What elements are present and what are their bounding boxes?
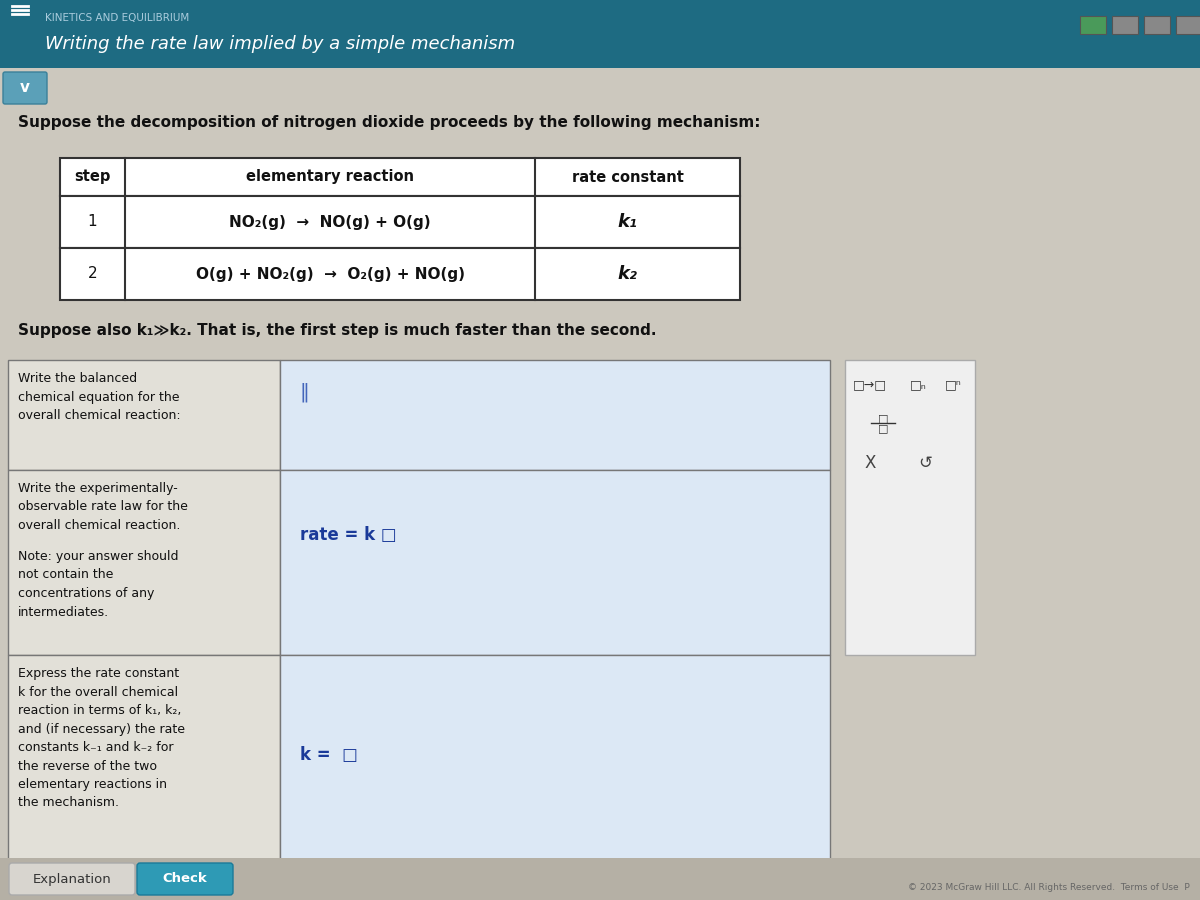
Bar — [8, 655, 280, 885]
Text: Check: Check — [163, 872, 208, 886]
Bar — [1144, 16, 1170, 34]
Text: ↺: ↺ — [918, 454, 932, 472]
Text: Write the experimentally-
observable rate law for the
overall chemical reaction.: Write the experimentally- observable rat… — [18, 482, 188, 532]
Text: Writing the rate law implied by a simple mechanism: Writing the rate law implied by a simple… — [46, 35, 515, 53]
FancyBboxPatch shape — [10, 863, 134, 895]
Text: NO₂(g)  →  NO(g) + O(g): NO₂(g) → NO(g) + O(g) — [229, 214, 431, 230]
Bar — [1080, 16, 1106, 34]
Bar — [0, 858, 1200, 900]
Text: □: □ — [877, 423, 888, 433]
Text: Explanation: Explanation — [32, 872, 112, 886]
Text: step: step — [74, 169, 110, 184]
Bar — [280, 470, 830, 655]
Text: O(g) + NO₂(g)  →  O₂(g) + NO(g): O(g) + NO₂(g) → O₂(g) + NO(g) — [196, 266, 464, 282]
Bar — [60, 196, 740, 248]
Bar — [845, 360, 974, 655]
Text: rate constant: rate constant — [571, 169, 684, 184]
Bar — [60, 158, 740, 196]
Text: □: □ — [877, 413, 888, 423]
Text: Suppose also k₁≫k₂. That is, the first step is much faster than the second.: Suppose also k₁≫k₂. That is, the first s… — [18, 322, 656, 338]
Bar — [8, 470, 280, 655]
Text: □→□: □→□ — [853, 379, 887, 392]
Bar — [1176, 16, 1200, 34]
Text: KINETICS AND EQUILIBRIUM: KINETICS AND EQUILIBRIUM — [46, 13, 190, 23]
Text: k₁: k₁ — [618, 213, 637, 231]
Text: X: X — [864, 454, 876, 472]
Bar — [280, 655, 830, 885]
Text: rate = k □: rate = k □ — [300, 526, 397, 544]
Bar — [280, 360, 830, 470]
Text: 1: 1 — [88, 214, 97, 230]
Text: elementary reaction: elementary reaction — [246, 169, 414, 184]
Text: v: v — [20, 80, 30, 95]
FancyBboxPatch shape — [137, 863, 233, 895]
Bar — [0, 0, 1200, 68]
Text: □ₙ: □ₙ — [910, 379, 926, 392]
Text: 2: 2 — [88, 266, 97, 282]
Text: Express the rate constant
k for the overall chemical
reaction in terms of k₁, k₂: Express the rate constant k for the over… — [18, 667, 185, 809]
Text: k =  □: k = □ — [300, 746, 358, 764]
Bar — [8, 360, 280, 470]
Bar — [60, 248, 740, 300]
Text: Note: your answer should
not contain the
concentrations of any
intermediates.: Note: your answer should not contain the… — [18, 550, 179, 618]
Text: Suppose the decomposition of nitrogen dioxide proceeds by the following mechanis: Suppose the decomposition of nitrogen di… — [18, 115, 761, 130]
Text: □ⁿ: □ⁿ — [946, 379, 961, 392]
Text: ‖: ‖ — [300, 382, 310, 401]
Bar — [1112, 16, 1138, 34]
Text: Write the balanced
chemical equation for the
overall chemical reaction:: Write the balanced chemical equation for… — [18, 372, 181, 422]
Text: k₂: k₂ — [618, 265, 637, 283]
Text: © 2023 McGraw Hill LLC. All Rights Reserved.  Terms of Use  P: © 2023 McGraw Hill LLC. All Rights Reser… — [908, 884, 1190, 893]
FancyBboxPatch shape — [2, 72, 47, 104]
